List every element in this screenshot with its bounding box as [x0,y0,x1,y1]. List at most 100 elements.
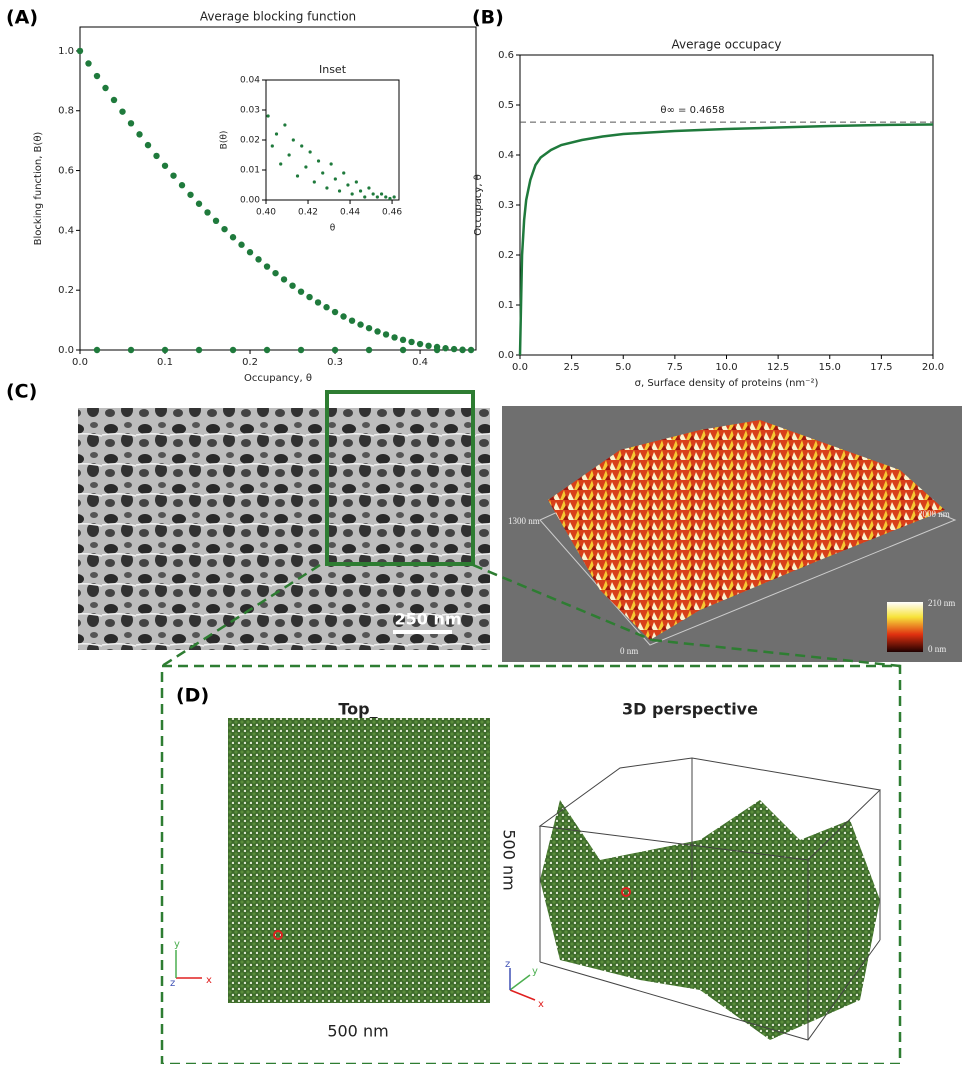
point [275,132,278,135]
x-tick-label: 0.0 [512,362,528,373]
x-tick-label: 17.5 [870,362,892,373]
point [330,162,333,165]
point [162,347,168,353]
point [434,347,440,353]
point [355,180,358,183]
point [321,171,324,174]
y-tick-label: 0.3 [498,200,514,211]
top-view [228,718,490,1003]
point [349,317,355,323]
point [272,270,278,276]
x-tick-label: 0.2 [242,357,258,368]
point [221,226,227,232]
x-tick-label: 20.0 [922,362,944,373]
y-tick-label: 0.02 [240,136,260,146]
point [298,347,304,353]
point [292,138,295,141]
point [102,85,108,91]
point [289,282,295,288]
y-axis-label: B(θ) [220,131,230,150]
point [306,294,312,300]
x-tick-label: 0.0 [72,357,88,368]
y-axis-label: Blocking function, B(θ) [33,132,44,246]
point [393,195,396,198]
y-tick-label: 0.1 [498,300,514,311]
point [288,153,291,156]
x-tick-label: 0.3 [327,357,343,368]
image-title: 3D perspective [622,700,758,719]
image-title: Top_ [338,700,377,719]
point [374,328,380,334]
point [153,153,159,159]
afm-label: 2000 nm [918,509,950,519]
axis-letter: x [206,975,212,986]
point [417,341,423,347]
point [313,180,316,183]
y-tick-label: 0.5 [498,100,514,111]
afm-label: 0 nm [928,644,946,654]
point [367,186,370,189]
afm-label: 210 nm [928,598,955,608]
point [325,186,328,189]
x-tick-label: 7.5 [667,362,683,373]
point [187,192,193,198]
point [196,201,202,207]
x-tick-label: 0.42 [298,208,318,218]
point [119,108,125,114]
point [304,165,307,168]
point [264,263,270,269]
y-axis-label: Occupacy, θ [473,174,484,236]
afm-label: 0 nm [620,646,638,656]
point [85,60,91,66]
point [238,242,244,248]
reference-label: θ∞ = 0.4658 [660,105,724,116]
point [255,256,261,262]
chart-title: Inset [319,63,347,76]
point [359,189,362,192]
point [94,347,100,353]
colorbar [887,602,923,652]
point [383,331,389,337]
x-axis-label: Occupancy, θ [244,373,312,384]
point [391,334,397,340]
panel-label: (C) [6,381,37,403]
point [204,209,210,215]
point [380,192,383,195]
point [267,114,270,117]
y-tick-label: 0.4 [498,150,514,161]
point [196,347,202,353]
y-tick-label: 0.2 [498,250,514,261]
y-tick-label: 0.8 [58,106,74,117]
point [400,347,406,353]
point [363,195,366,198]
chart-title: Average blocking function [200,10,356,24]
point [366,347,372,353]
point [334,177,337,180]
point [145,142,151,148]
y-tick-label: 1.0 [58,46,74,57]
point [388,197,391,200]
point [128,347,134,353]
point [179,182,185,188]
scale-label: 250 nm [394,610,461,629]
point [309,150,312,153]
y-tick-label: 0.4 [58,225,74,236]
point [459,347,465,353]
axis-letter: y [174,939,180,950]
point [342,171,345,174]
y-tick-label: 0.0 [58,345,74,356]
point [468,347,474,353]
point [400,337,406,343]
point [300,144,303,147]
point [162,163,168,169]
x-tick-label: 0.4 [412,357,428,368]
plot-area [266,80,399,200]
point [264,347,270,353]
point [315,299,321,305]
point [451,346,457,352]
chart-title: Average occupacy [672,38,782,52]
point [298,288,304,294]
point [384,195,387,198]
plot-area [520,55,933,355]
point [111,97,117,103]
